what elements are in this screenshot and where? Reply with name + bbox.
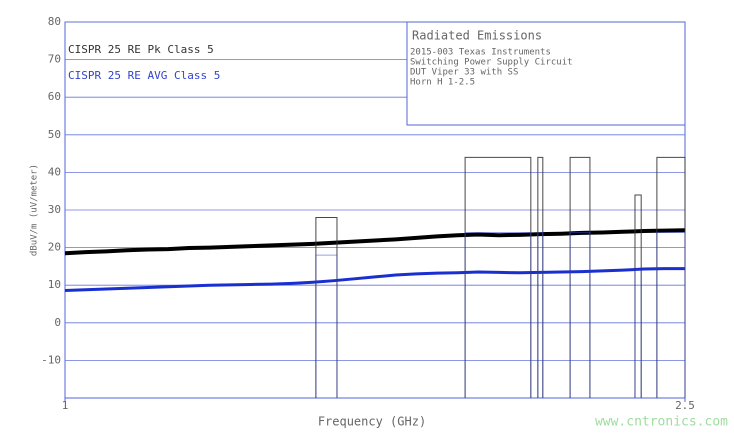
limit-band	[464, 156, 532, 398]
limit-band	[537, 156, 544, 398]
y-tick-label: 40	[48, 165, 61, 178]
y-tick-label: 20	[48, 241, 61, 254]
info-line: Horn H 1-2.5	[410, 78, 475, 88]
info-line: 2015-003 Texas Instruments	[410, 48, 551, 58]
info-line: Switching Power Supply Circuit	[410, 58, 573, 68]
y-tick-label: 50	[48, 128, 61, 141]
limit-band	[656, 156, 686, 398]
trace	[64, 267, 685, 292]
y-tick-label: 60	[48, 90, 61, 103]
limit-band	[315, 254, 338, 398]
limit-band	[569, 156, 591, 398]
x-axis-label: Frequency (GHz)	[318, 415, 426, 429]
x-tick-label: 2.5	[675, 399, 695, 412]
y-tick-label: 70	[48, 53, 61, 66]
y-tick-label: 80	[48, 15, 61, 28]
limit-band	[656, 232, 686, 398]
limit-band	[634, 269, 642, 398]
y-axis-label: dBuV/m (uV/meter)	[30, 164, 40, 256]
limit-band	[464, 232, 532, 398]
legend-entry: CISPR 25 RE AVG Class 5	[68, 69, 220, 82]
watermark: www.cntronics.com	[595, 415, 728, 430]
y-tick-label: 0	[54, 316, 61, 329]
y-tick-label: 10	[48, 278, 61, 291]
limit-band	[569, 232, 591, 398]
y-tick-label: 30	[48, 203, 61, 216]
x-tick-label: 1	[62, 399, 69, 412]
info-line: DUT Viper 33 with SS	[410, 68, 518, 78]
limit-band	[634, 194, 642, 398]
y-tick-label: -10	[41, 353, 61, 366]
limit-band	[537, 232, 544, 398]
info-box	[406, 21, 686, 126]
trace	[64, 228, 686, 256]
legend-entry: CISPR 25 RE Pk Class 5	[68, 43, 214, 56]
info-title: Radiated Emissions	[412, 29, 542, 43]
